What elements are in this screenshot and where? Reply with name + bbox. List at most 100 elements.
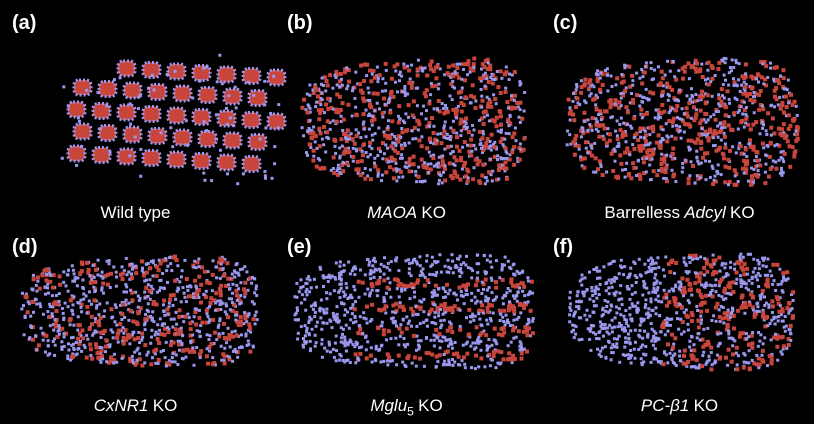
- cell: [88, 343, 92, 347]
- cell: [781, 280, 784, 283]
- cell: [182, 357, 185, 360]
- cell: [186, 144, 189, 147]
- cell: [81, 279, 84, 282]
- cell: [527, 300, 530, 303]
- cell: [585, 318, 588, 321]
- cell: [398, 79, 401, 82]
- cell: [173, 318, 176, 321]
- cell: [719, 100, 723, 104]
- cell: [418, 357, 422, 361]
- cell: [386, 359, 389, 362]
- cell: [396, 90, 399, 93]
- cell: [505, 314, 508, 317]
- cell: [601, 327, 604, 330]
- cell: [176, 264, 179, 267]
- cell: [617, 145, 620, 148]
- cell: [611, 169, 615, 173]
- cell: [515, 139, 518, 142]
- cell: [54, 325, 58, 329]
- cell: [198, 265, 201, 268]
- cell: [461, 168, 464, 171]
- cell: [597, 113, 600, 116]
- cell: [413, 126, 417, 130]
- caption-text: KO: [153, 396, 178, 415]
- cell: [433, 339, 436, 342]
- cell: [374, 132, 377, 135]
- cell: [130, 276, 134, 280]
- cell: [643, 318, 646, 321]
- cell: [308, 319, 311, 322]
- cell: [624, 336, 627, 339]
- cell: [474, 346, 477, 349]
- cell: [691, 164, 695, 168]
- cell: [712, 144, 715, 147]
- cell: [155, 265, 159, 269]
- cell: [416, 73, 420, 77]
- cell: [185, 119, 188, 122]
- cell: [451, 260, 454, 263]
- cell: [105, 104, 108, 107]
- cell: [487, 338, 490, 341]
- cell: [240, 302, 243, 305]
- cell: [610, 351, 613, 354]
- cell: [726, 324, 730, 328]
- cell: [693, 343, 696, 346]
- cell: [148, 266, 152, 270]
- cell: [747, 361, 750, 364]
- cell: [394, 81, 397, 84]
- cell: [143, 343, 147, 347]
- cell: [755, 362, 759, 366]
- cell: [214, 265, 217, 268]
- cell: [655, 109, 658, 112]
- cell: [578, 148, 581, 151]
- cell: [531, 331, 535, 335]
- cell: [673, 353, 676, 356]
- cell: [621, 131, 625, 135]
- cell: [457, 76, 461, 80]
- cell: [162, 303, 165, 306]
- cell: [70, 344, 73, 347]
- cell: [154, 348, 158, 352]
- cell: [498, 110, 502, 114]
- cell: [326, 350, 329, 353]
- cell: [195, 286, 198, 289]
- cell: [205, 290, 208, 293]
- cell: [208, 281, 212, 285]
- cell: [637, 159, 640, 162]
- cell: [532, 317, 535, 320]
- cell: [748, 98, 752, 102]
- cell: [36, 280, 39, 283]
- cell: [690, 319, 694, 323]
- barrel: [174, 130, 191, 145]
- cell: [323, 111, 326, 114]
- cell: [735, 282, 738, 285]
- cell: [367, 87, 370, 90]
- cell: [707, 83, 711, 87]
- cell: [574, 105, 578, 109]
- cell: [462, 68, 465, 71]
- cell: [269, 112, 272, 115]
- cell: [475, 325, 479, 329]
- cell: [222, 273, 226, 277]
- cell: [366, 322, 369, 325]
- cell: [353, 97, 356, 100]
- cell: [32, 274, 35, 277]
- cell: [502, 357, 506, 361]
- cell: [606, 89, 609, 92]
- cell: [573, 324, 576, 327]
- cell: [418, 255, 421, 258]
- cell: [720, 87, 724, 91]
- cell: [370, 346, 373, 349]
- cell: [198, 353, 202, 357]
- cell: [688, 340, 691, 343]
- cell: [235, 314, 238, 317]
- cell: [338, 95, 342, 99]
- cell: [58, 292, 61, 295]
- cell: [735, 61, 738, 64]
- cell: [662, 177, 665, 180]
- cell: [243, 281, 247, 285]
- cell: [407, 103, 411, 107]
- cell: [247, 81, 250, 84]
- cell: [109, 343, 112, 346]
- cell: [443, 353, 446, 356]
